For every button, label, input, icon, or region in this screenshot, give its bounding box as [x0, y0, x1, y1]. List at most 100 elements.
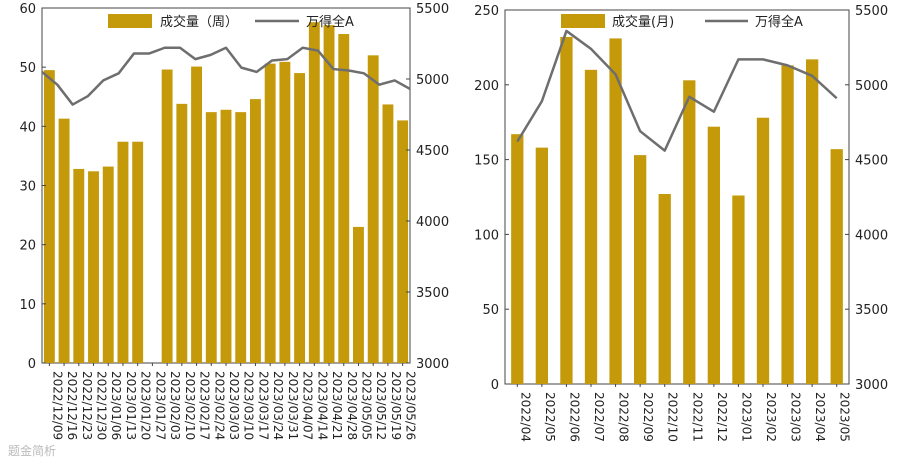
left-chart-bar: [294, 73, 306, 363]
left-chart-right-axis-ticks: 3000 3500 4000 4500 5000 5500: [406, 2, 449, 372]
right-chart-bar: [511, 134, 524, 384]
right-chart-legend: 成交量(月) 万得全A: [561, 14, 803, 30]
right-x-tick-label: 2022/05: [543, 392, 557, 442]
right-legend-bar-label: 成交量(月): [612, 14, 674, 30]
left-chart-bar: [382, 104, 394, 363]
left-chart-left-axis-ticks: 0 10 20 30 40 50 60: [19, 2, 46, 372]
left-x-tick-label: 2023/05/19: [389, 371, 403, 440]
right-x-tick-label: 2022/12: [715, 392, 729, 442]
left-x-tick-label: 2023/01/06: [109, 371, 123, 440]
left-x-tick-label: 2023/02/24: [212, 371, 226, 440]
right-chart-bar: [658, 194, 671, 384]
left-x-tick-label: 2023/02/10: [183, 371, 197, 440]
left-right-tick-label: 4000: [416, 215, 449, 230]
right-chart-bar: [806, 59, 819, 385]
left-chart-bar: [176, 103, 188, 363]
right-right-tick-label: 4000: [855, 228, 888, 243]
left-chart-bar: [117, 141, 129, 363]
right-left-tick-label: 100: [474, 228, 499, 243]
left-x-tick-label: 2023/01/20: [139, 371, 153, 440]
left-x-tick-label: 2023/02/03: [168, 371, 182, 440]
left-chart-bar: [191, 66, 202, 363]
right-chart-bar: [683, 80, 696, 384]
left-x-tick-label: 2022/12/09: [50, 371, 64, 440]
left-right-tick-label: 5500: [416, 2, 449, 17]
right-x-tick-label: 2022/08: [617, 392, 631, 442]
left-chart-bar: [132, 141, 144, 363]
left-x-tick-label: 2023/02/17: [198, 371, 212, 440]
left-chart-bar: [367, 55, 379, 363]
left-chart-legend: 成交量（周） 万得全A: [108, 14, 354, 30]
left-chart-bar: [43, 70, 55, 364]
left-x-tick-label: 2023/03/03: [227, 371, 241, 440]
right-chart-bar: [584, 69, 598, 384]
right-x-tick-label: 2022/09: [641, 392, 655, 442]
left-x-tick-label: 2023/04/28: [345, 371, 359, 440]
left-chart-bars: [43, 22, 409, 364]
watermark-text: 题金简析: [8, 443, 56, 458]
left-left-tick-label: 20: [19, 239, 36, 254]
left-right-tick-label: 3500: [416, 286, 449, 301]
right-left-tick-label: 50: [482, 303, 499, 318]
right-chart-bar: [609, 38, 622, 385]
left-chart-bar: [205, 112, 217, 363]
left-chart-index-polyline: [41, 46, 411, 106]
left-chart-bar: [338, 34, 350, 363]
right-left-tick-label: 0: [491, 378, 499, 393]
right-x-tick-label: 2023/04: [813, 392, 827, 442]
right-chart-bar: [830, 149, 843, 384]
left-left-tick-label: 30: [19, 180, 36, 195]
right-chart-bar: [732, 195, 745, 384]
left-x-tick-label: 2023/03/31: [286, 371, 300, 440]
left-right-tick-label: 3000: [416, 357, 449, 372]
left-legend-line-label: 万得全A: [306, 14, 354, 30]
left-x-tick-label: 2023/04/21: [330, 371, 344, 440]
left-x-tick-label: 2023/04/14: [315, 371, 329, 440]
right-chart-bar: [634, 155, 647, 384]
right-left-tick-label: 250: [474, 4, 499, 19]
right-x-tick-label: 2022/10: [666, 392, 680, 442]
left-chart-bar: [279, 61, 291, 364]
right-chart-right-axis-ticks: 3000 3500 4000 4500 5000 5500: [845, 4, 888, 393]
right-x-tick-label: 2022/11: [690, 392, 704, 442]
right-right-tick-label: 3500: [855, 303, 888, 318]
right-chart-left-axis-ticks: 0 50 100 150 200 250: [474, 4, 509, 393]
right-x-tick-label: 2023/02: [764, 392, 778, 442]
left-x-tick-label: 2022/12/16: [65, 371, 79, 440]
right-chart: 0 50 100 150 200 250 3000 3500 4000 4500 5000 5500…: [474, 4, 888, 442]
left-x-tick-label: 2023/01/27: [153, 371, 167, 440]
left-chart-bar: [397, 120, 409, 363]
right-chart-frame: [504, 9, 850, 385]
left-left-tick-label: 50: [19, 61, 36, 76]
right-chart-x-axis-labels: 2022/04 2022/05 2022/06 2022/07 2022/08 2022/…: [516, 384, 852, 442]
left-x-tick-label: 2023/05/05: [359, 371, 373, 440]
left-chart-bar: [353, 226, 364, 363]
right-x-tick-label: 2022/04: [518, 392, 532, 442]
right-x-tick-label: 2023/05: [838, 392, 852, 442]
left-x-tick-label: 2022/12/30: [95, 371, 109, 440]
left-chart-bar: [58, 118, 70, 363]
left-chart-bar: [323, 25, 335, 363]
left-chart-bar: [220, 109, 232, 364]
left-chart-bar: [161, 69, 173, 363]
left-chart-bar: [264, 63, 276, 364]
left-left-tick-label: 60: [19, 2, 36, 17]
right-chart-bar: [560, 36, 573, 385]
left-x-tick-label: 2023/03/24: [271, 371, 285, 440]
right-chart-bar: [781, 65, 794, 384]
left-x-tick-label: 2023/03/17: [256, 371, 270, 440]
left-left-tick-label: 10: [19, 298, 36, 313]
left-chart-x-axis-labels: 2022/12/09 2022/12/16 2022/12/23 2022/12/30…: [48, 363, 418, 440]
left-x-tick-label: 2023/05/26: [404, 371, 418, 440]
left-chart-bar: [249, 99, 261, 364]
right-x-tick-label: 2022/07: [592, 392, 606, 442]
left-x-tick-label: 2023/03/10: [242, 371, 256, 440]
right-legend-line-label: 万得全A: [755, 14, 803, 30]
right-right-tick-label: 4500: [855, 154, 888, 169]
left-x-tick-label: 2023/04/07: [301, 371, 315, 440]
left-chart-bar: [73, 168, 85, 363]
right-x-tick-label: 2023/03: [789, 392, 803, 442]
left-left-tick-label: 0: [28, 357, 36, 372]
left-right-tick-label: 4500: [416, 144, 449, 159]
